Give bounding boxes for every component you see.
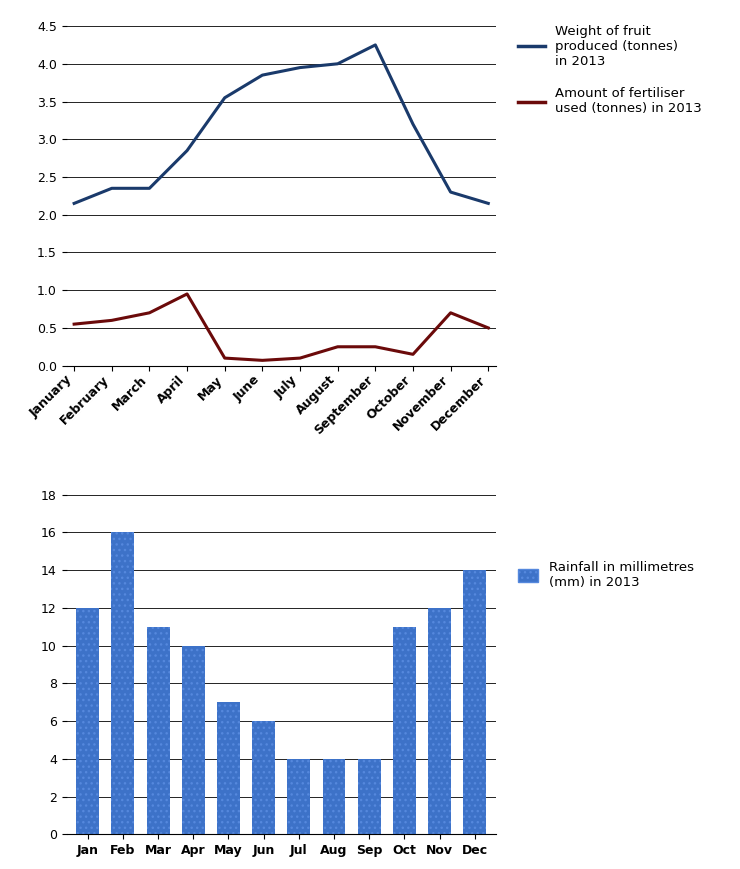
Legend: Weight of fruit
produced (tonnes)
in 2013, Amount of fertiliser
used (tonnes) in: Weight of fruit produced (tonnes) in 201… [513,19,707,121]
Bar [428,607,451,834]
Bar [76,607,99,834]
Bar [287,759,310,834]
Bar [323,759,346,834]
Bar [357,759,380,834]
Bar [252,721,275,834]
Bar [463,570,486,834]
Bar [217,702,240,834]
Legend: Rainfall in millimetres
(mm) in 2013: Rainfall in millimetres (mm) in 2013 [513,556,699,594]
Bar [393,627,416,834]
Bar [147,627,169,834]
Bar [112,533,135,834]
Bar [182,646,205,834]
